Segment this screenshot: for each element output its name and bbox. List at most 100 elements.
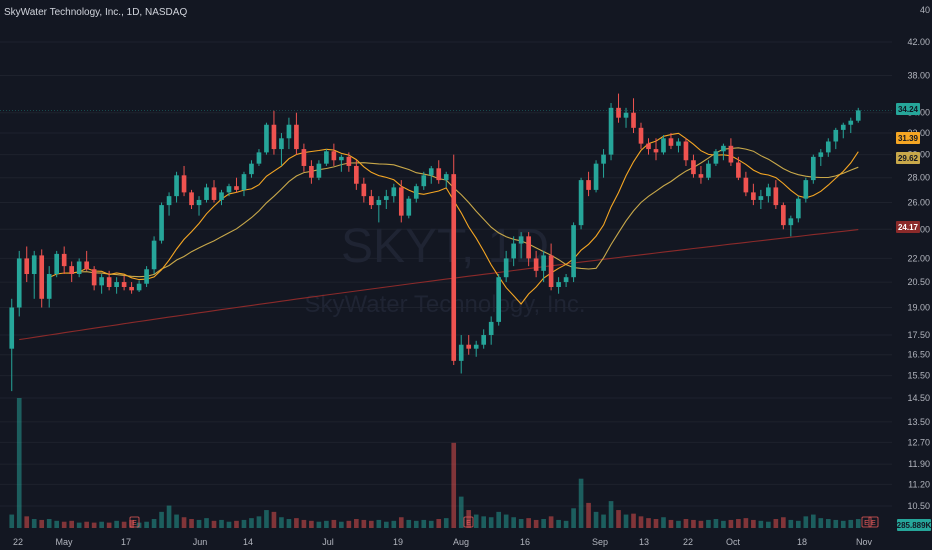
y-tick-label: 26.00 xyxy=(907,198,930,208)
candle-body xyxy=(556,282,561,287)
candle-body xyxy=(91,269,97,286)
y-tick-label: 14.50 xyxy=(907,393,930,403)
candle-body xyxy=(331,151,337,161)
volume-bar xyxy=(189,519,194,528)
x-tick-label: 19 xyxy=(393,537,403,547)
volume-bar xyxy=(661,517,666,528)
volume-bar xyxy=(436,519,442,528)
volume-bar xyxy=(840,520,846,528)
volume-bar xyxy=(279,517,284,528)
volume-bar xyxy=(421,519,427,528)
candle-body xyxy=(451,174,457,361)
candle-body xyxy=(324,151,329,164)
watermark-symbol: SKYT, 1D xyxy=(341,220,549,273)
candle-body xyxy=(578,180,584,226)
x-axis: 22 May 17 Jun 14 Jul 19 Aug 16 Sep 13 22 Oct 18 Nov xyxy=(13,537,873,547)
candle-body xyxy=(136,283,142,291)
volume-bar xyxy=(406,519,412,528)
y-tick-label: 20.50 xyxy=(907,277,930,287)
volume-bar xyxy=(458,496,464,528)
earnings-marker-label: E xyxy=(466,520,471,527)
volume-bar xyxy=(46,519,52,528)
earnings-marker-label: E xyxy=(871,520,876,527)
candle-body xyxy=(773,187,779,206)
candle-body xyxy=(129,286,134,291)
volume-bar xyxy=(241,519,247,528)
x-tick-label: Aug xyxy=(453,537,469,547)
earnings-marker-label: E xyxy=(864,520,869,527)
candle-body xyxy=(503,258,509,278)
candle-body xyxy=(249,163,254,175)
volume-bar xyxy=(713,519,719,528)
price-badge xyxy=(896,103,920,115)
candle-body xyxy=(825,141,831,153)
candle-body xyxy=(391,187,397,197)
volume-bar xyxy=(646,518,651,528)
volume-bar xyxy=(219,519,224,528)
candles[interactable] xyxy=(9,93,861,392)
candle-body xyxy=(706,163,711,178)
volume-bar xyxy=(608,501,614,528)
volume-bar xyxy=(181,517,187,528)
x-tick-label: May xyxy=(55,537,73,547)
volume-badge-label: 285.889K xyxy=(897,521,932,530)
candle-body xyxy=(691,160,696,175)
candle-body xyxy=(443,174,449,181)
volume-bar xyxy=(443,518,449,528)
volume-bar xyxy=(226,521,232,528)
candle-body xyxy=(279,138,284,150)
candle-body xyxy=(428,168,434,176)
candle-body xyxy=(533,258,539,271)
volume-bar xyxy=(631,513,636,528)
candle-body xyxy=(646,143,651,150)
y-tick-label: 10.50 xyxy=(907,501,930,511)
x-tick-label: 13 xyxy=(639,537,649,547)
candle-body xyxy=(9,307,15,349)
candle-body xyxy=(84,261,89,270)
volume-bar xyxy=(623,514,629,528)
volume-bar xyxy=(766,521,771,528)
volume-bar xyxy=(548,516,554,528)
candle-body xyxy=(481,335,487,345)
mid-moving-average xyxy=(64,147,859,278)
volume-bar xyxy=(39,519,45,528)
candle-body xyxy=(413,186,419,199)
candle-body xyxy=(511,243,516,259)
candle-body xyxy=(241,174,247,190)
volume-bar xyxy=(301,519,307,528)
price-badge xyxy=(896,221,920,233)
y-tick-label: 38.00 xyxy=(907,70,930,80)
candle-body xyxy=(369,196,374,206)
volume-bar xyxy=(526,518,531,528)
earnings-marker xyxy=(129,516,140,528)
y-tick-label: 11.90 xyxy=(908,459,930,469)
volume-bar xyxy=(736,519,741,528)
volume-bar xyxy=(503,514,509,528)
candle-body xyxy=(728,145,734,163)
volume-bar xyxy=(174,514,179,528)
candle-body xyxy=(219,192,224,200)
volume-bar xyxy=(825,519,831,528)
volume-bar xyxy=(316,521,322,528)
candle-body xyxy=(31,255,37,274)
price-badge xyxy=(896,152,920,164)
x-tick-label: 22 xyxy=(13,537,23,547)
volume-bar xyxy=(151,519,157,528)
candle-body xyxy=(166,196,172,206)
candle-body xyxy=(294,124,299,150)
volume-bar xyxy=(616,510,621,528)
volume-bar xyxy=(571,508,576,528)
candle-body xyxy=(361,183,367,197)
volume-bar xyxy=(833,519,839,528)
volume-bar xyxy=(496,511,501,528)
volume-bar xyxy=(339,521,344,528)
x-tick-label: 18 xyxy=(797,537,807,547)
volume-bar xyxy=(286,519,292,528)
x-tick-label: 22 xyxy=(683,537,693,547)
volume-bar xyxy=(728,519,734,528)
y-tick-label: 40 xyxy=(920,5,930,15)
candle-body xyxy=(548,255,554,287)
earnings-marker xyxy=(463,516,474,528)
